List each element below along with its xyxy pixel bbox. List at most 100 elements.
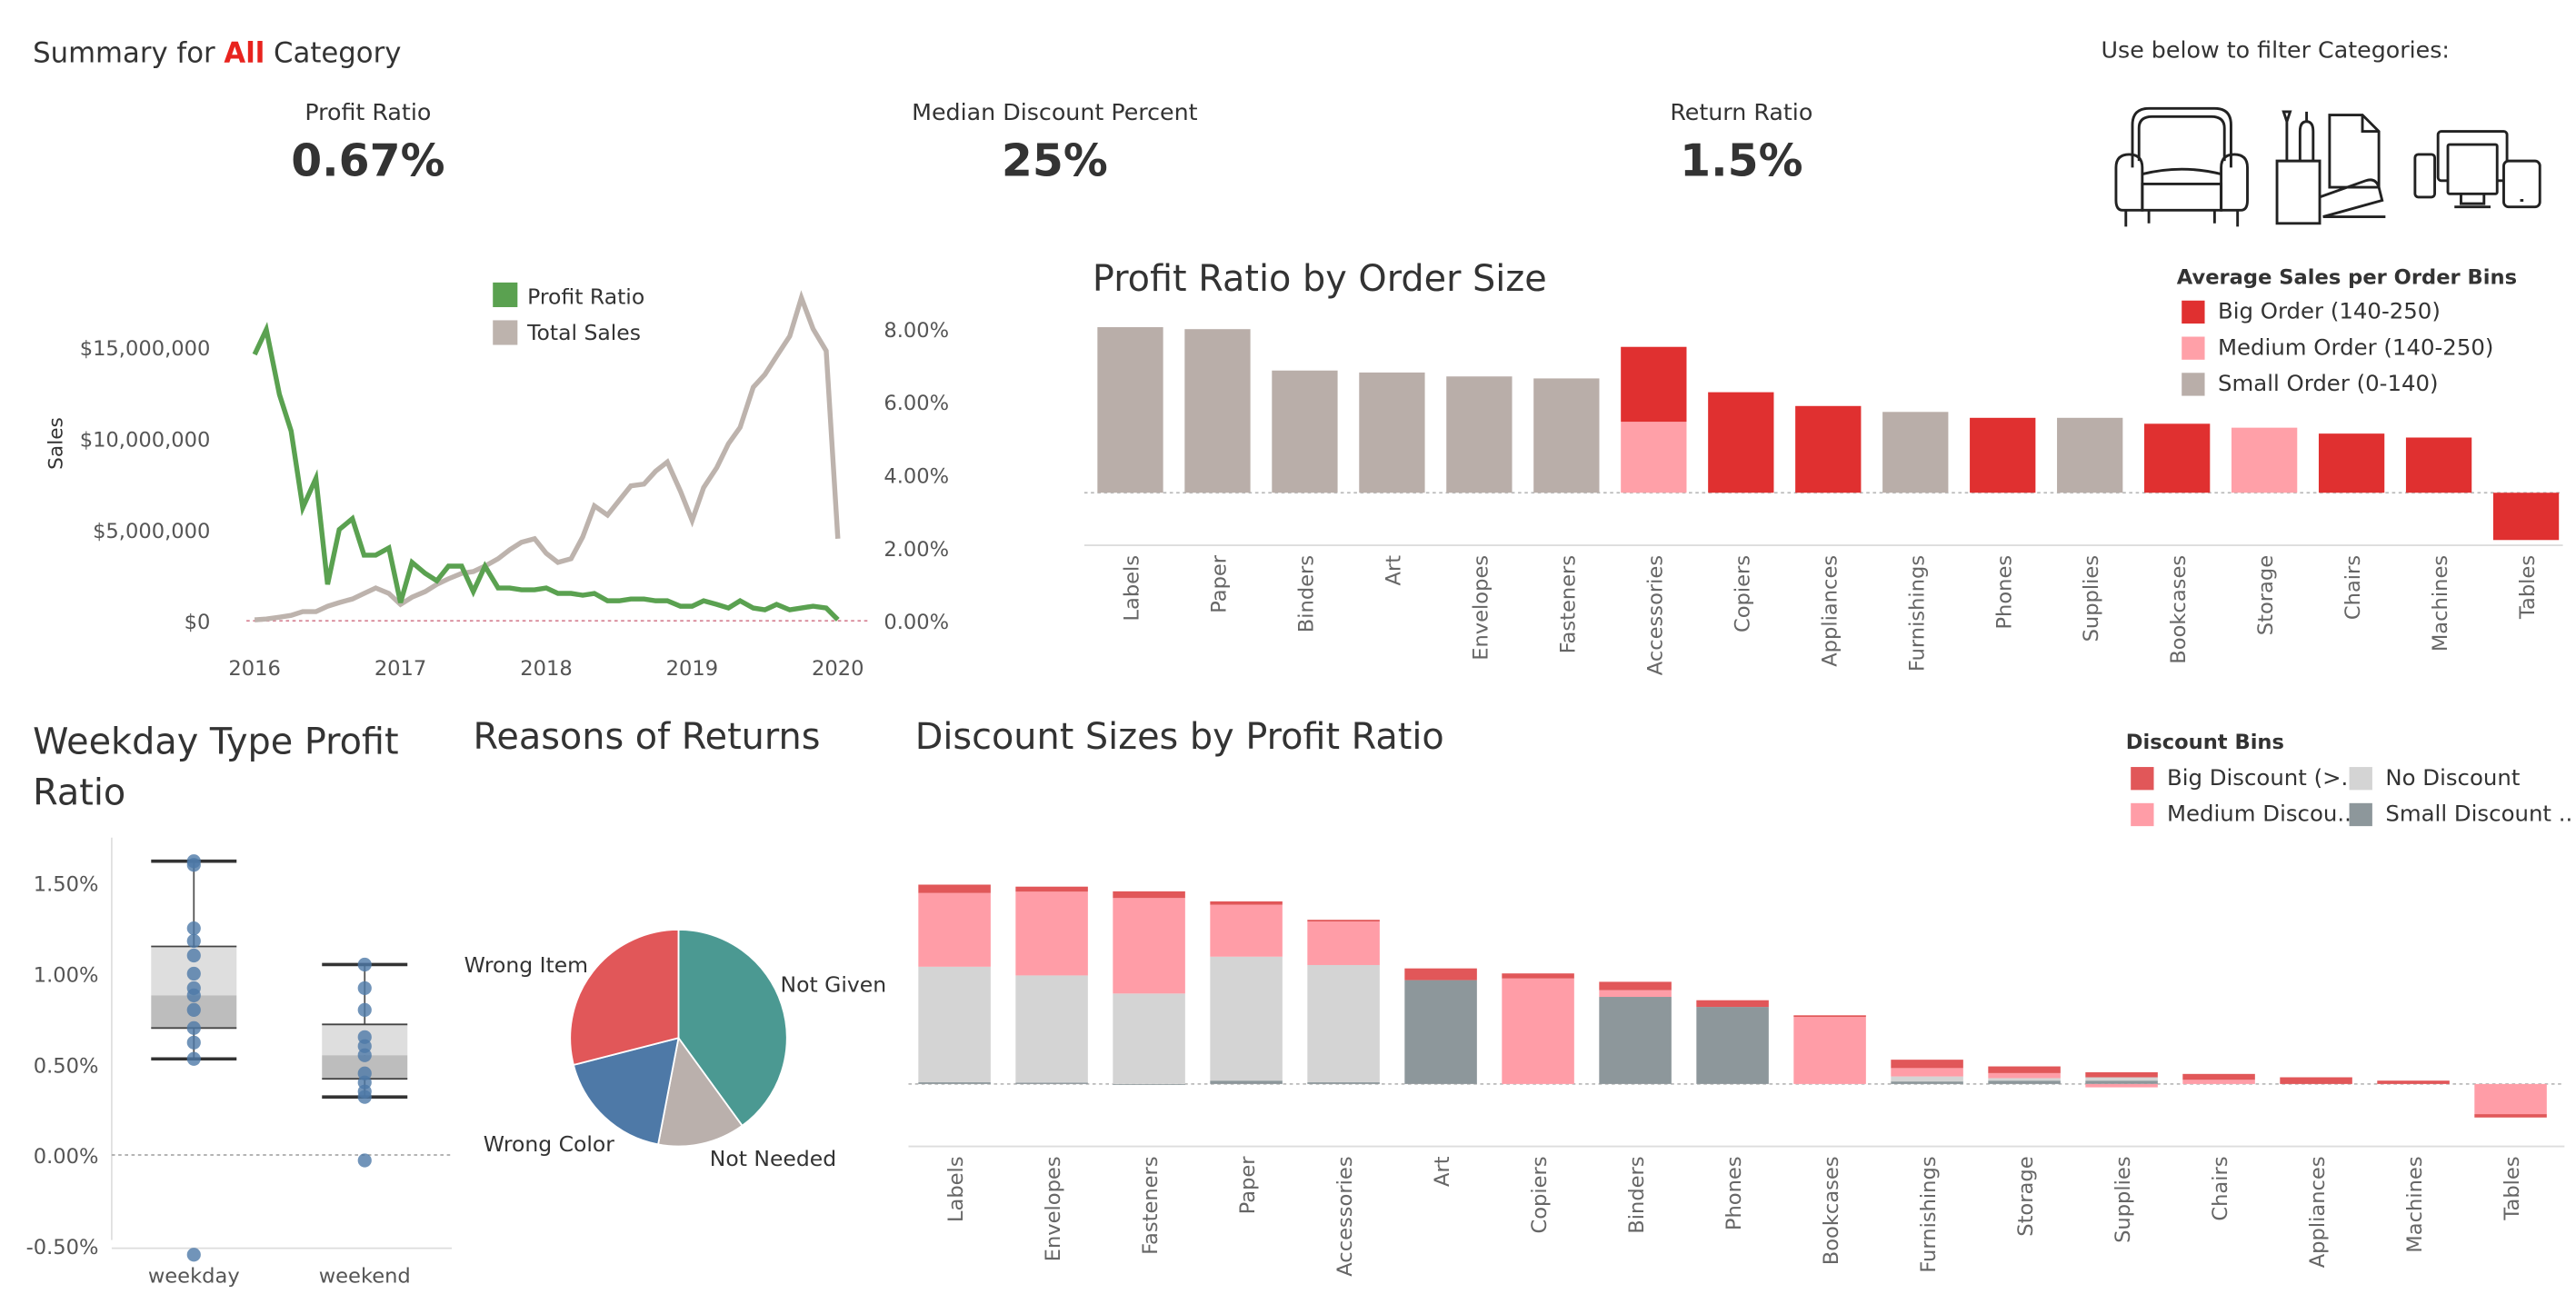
bar-fasteners-medium-discou — [1113, 898, 1185, 994]
legend-no-discount-label: No Discount — [2385, 765, 2521, 792]
discount-chart: Labels Envelopes Fasteners Paper Accessories… — [908, 884, 2565, 1277]
pie-slice-wrong-item — [569, 929, 680, 1067]
category-label-fasteners: Fasteners — [1556, 555, 1580, 654]
kpi-profit-ratio-label: Profit Ratio — [305, 100, 432, 127]
bar-machines-big-order-140-250 — [2405, 437, 2472, 493]
bar-labels-no-discount — [918, 966, 991, 1083]
weekday-chart-title: Weekday Type Profit Ratio — [33, 722, 399, 815]
y-tick-label: 1.00% — [34, 963, 99, 987]
sales-trend-right-axis: 0.00% 2.00% 4.00% 6.00% 8.00% — [884, 319, 949, 634]
point-weekday — [186, 948, 201, 963]
point-weekday — [186, 933, 201, 949]
legend-small-discount[interactable]: Small Discount .. — [2349, 801, 2573, 828]
category-label-chairs: Chairs — [2341, 555, 2365, 620]
y-tick-label: 1.50% — [34, 873, 99, 897]
bar-binders-small-discount — [1599, 997, 1672, 1084]
legend-medium-order[interactable]: Medium Order (140-250) — [2182, 335, 2493, 362]
x-tick-label: 2020 — [812, 657, 864, 681]
bar-storage-medium-discou — [1988, 1072, 2061, 1079]
category-label-furnishings: Furnishings — [1905, 555, 1929, 672]
category-label-tables: Tables — [2516, 555, 2540, 620]
legend-medium-discount[interactable]: Medium Discou.. — [2131, 801, 2351, 828]
legend-small-order[interactable]: Small Order (0-140) — [2182, 371, 2439, 397]
right-tick-label: 0.00% — [884, 611, 949, 634]
left-tick-label: $10,000,000 — [80, 428, 211, 452]
bar-bookcases-big-order-140-250 — [2144, 423, 2211, 493]
bar-phones-big-discount — [1696, 1000, 1769, 1008]
filter-label: Use below to filter Categories: — [2101, 37, 2450, 65]
category-label-machines: Machines — [2429, 555, 2452, 652]
kpi-median-discount-value: 25% — [1001, 136, 1108, 188]
legend-big-order[interactable]: Big Order (140-250) — [2182, 299, 2441, 325]
point-weekend — [357, 1090, 372, 1104]
bar-fasteners-small-discount — [1113, 1083, 1185, 1085]
bar-appliances-big-discount — [2280, 1077, 2352, 1084]
bar-binders-big-discount — [1599, 981, 1672, 990]
bar-art-small-order-0-140 — [1359, 372, 1425, 493]
bar-accessories-medium-order-140-250 — [1621, 422, 1687, 493]
x-tick-label: 2017 — [374, 657, 426, 681]
bar-art-small-discount — [1404, 980, 1477, 1084]
kpi-return-ratio-value: 1.5% — [1680, 136, 1803, 188]
category-label-art: Art — [1431, 1156, 1454, 1187]
bar-paper-small-discount — [1210, 1080, 1283, 1084]
point-weekday — [186, 858, 201, 872]
bar-paper-big-discount — [1210, 901, 1283, 905]
left-tick-label: $0 — [185, 611, 211, 634]
y-tick-label: 0.50% — [34, 1054, 99, 1078]
legend-big-discount-swatch — [2131, 767, 2154, 791]
legend-small-discount-label: Small Discount .. — [2385, 801, 2573, 828]
point-weekday — [186, 921, 201, 936]
bar-supplies-no-discount — [2085, 1077, 2158, 1081]
point-weekday — [186, 988, 201, 1002]
bar-storage-big-discount — [1988, 1066, 2061, 1073]
pie-slice-not-needed — [656, 1036, 744, 1148]
bar-copiers-medium-discou — [1502, 978, 1574, 1084]
legend-medium-order-swatch — [2182, 336, 2205, 360]
order-size-legend-title: Average Sales per Order Bins — [2176, 264, 2518, 290]
left-tick-label: $15,000,000 — [80, 337, 211, 361]
category-label-supplies: Supplies — [2112, 1156, 2135, 1243]
bar-envelopes-no-discount — [1015, 975, 1088, 1083]
legend-label-total-sales: Total Sales — [526, 320, 641, 345]
legend-label-profit-ratio: Profit Ratio — [527, 284, 644, 309]
bar-fasteners-big-discount — [1113, 891, 1185, 899]
bar-labels-small-order-0-140 — [1097, 327, 1163, 493]
legend-swatch-profit-ratio — [493, 282, 518, 307]
x-tick-label: 2019 — [666, 657, 718, 681]
order-size-chart: Labels Paper Binders Art Envelopes Fasteners A… — [1083, 327, 2563, 675]
bar-fasteners-small-order-0-140 — [1533, 378, 1600, 493]
legend-no-discount[interactable]: No Discount — [2349, 765, 2521, 792]
bar-storage-medium-order-140-250 — [2231, 427, 2298, 493]
category-label-storage: Storage — [2254, 555, 2278, 635]
bar-supplies-big-discount — [2085, 1071, 2158, 1078]
category-label-storage: Storage — [2014, 1156, 2038, 1236]
sales-trend-left-axis: $0 $5,000,000 $10,000,000 $15,000,000 — [80, 337, 211, 634]
bar-art-big-discount — [1404, 968, 1477, 981]
bar-accessories-small-discount — [1307, 1082, 1380, 1084]
category-label-paper: Paper — [1208, 554, 1232, 613]
pie-slice-not-given — [677, 929, 788, 1128]
point-weekend — [357, 1153, 372, 1168]
category-label-weekday: weekday — [148, 1265, 240, 1289]
category-label-tables: Tables — [2501, 1156, 2524, 1220]
bar-binders-small-order-0-140 — [1272, 370, 1338, 493]
category-label-bookcases: Bookcases — [2167, 555, 2191, 664]
bar-chairs-big-order-140-250 — [2318, 433, 2385, 493]
armchair-icon[interactable] — [2110, 102, 2254, 234]
office-supplies-icon[interactable] — [2271, 108, 2389, 230]
legend-medium-discount-swatch — [2131, 802, 2154, 827]
point-weekday — [186, 1020, 201, 1035]
kpi-return-ratio-label: Return Ratio — [1670, 100, 1813, 127]
category-label-fasteners: Fasteners — [1139, 1156, 1163, 1255]
bar-envelopes-small-order-0-140 — [1446, 376, 1513, 493]
devices-icon[interactable] — [2411, 128, 2546, 214]
legend-big-discount[interactable]: Big Discount (>.. — [2131, 765, 2355, 791]
kpi-median-discount-label: Median Discount Percent — [912, 100, 1198, 127]
category-label-binders: Binders — [1625, 1156, 1649, 1233]
category-label-appliances: Appliances — [2306, 1156, 2330, 1268]
bar-phones-small-discount — [1696, 1007, 1769, 1084]
legend-medium-discount-label: Medium Discou.. — [2166, 801, 2351, 828]
legend-big-discount-label: Big Discount (>.. — [2166, 765, 2356, 792]
category-label-copiers: Copiers — [1528, 1156, 1552, 1233]
